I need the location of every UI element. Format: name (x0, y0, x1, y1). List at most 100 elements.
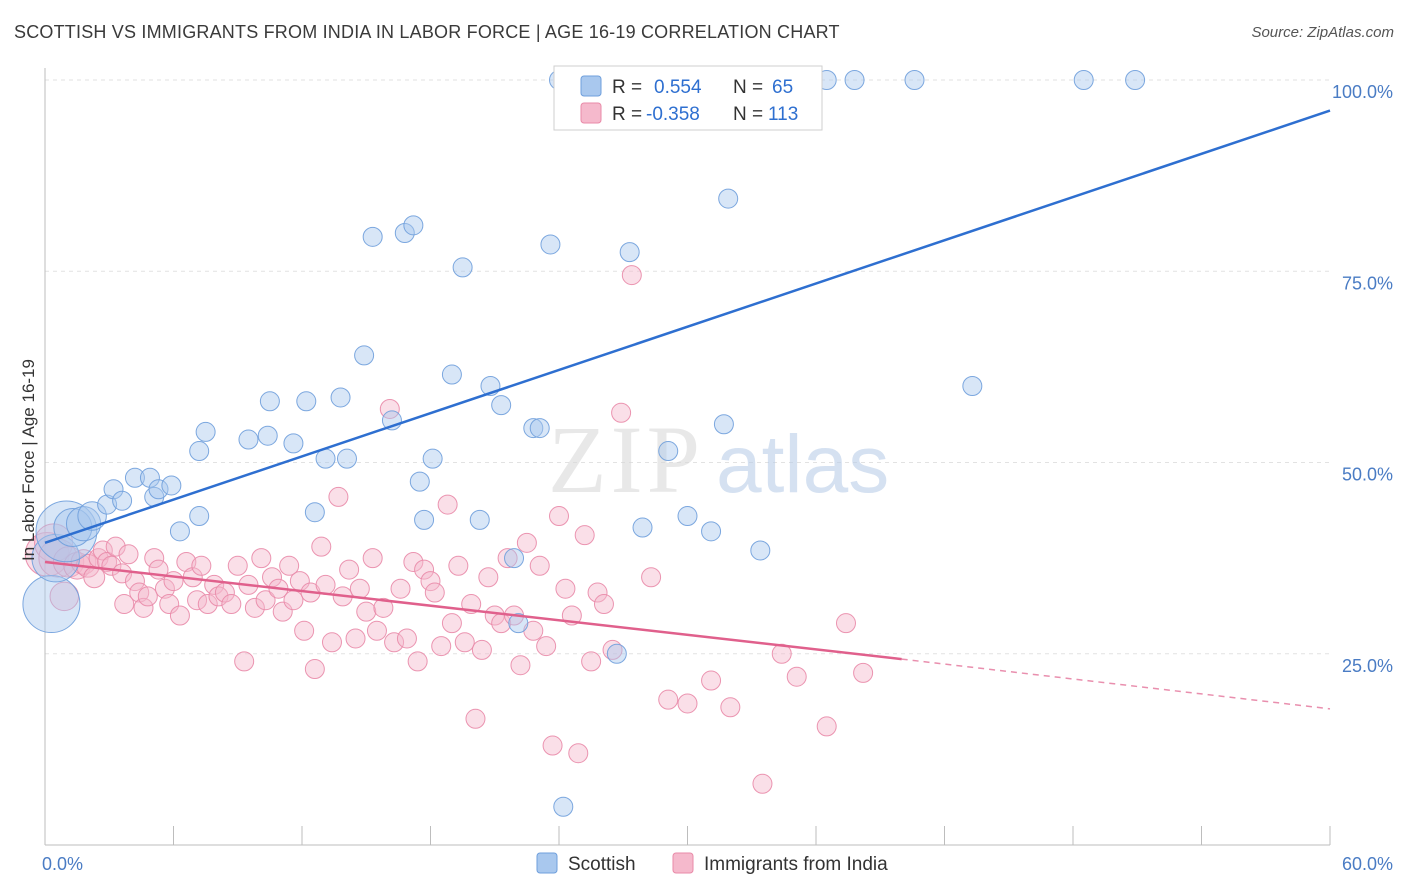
data-point-scottish (469, 509, 490, 530)
data-point-scottish (750, 540, 771, 561)
data-point-india (197, 594, 218, 615)
data-point-india (677, 693, 698, 714)
data-point-india (516, 532, 537, 553)
axes (44, 68, 1331, 846)
data-point-scottish (403, 215, 424, 236)
data-point-india (255, 590, 276, 611)
stats-r-value-1: 0.554 (654, 77, 702, 98)
data-point-india (169, 605, 190, 626)
data-point-india (471, 639, 492, 660)
data-point-india (816, 716, 837, 737)
data-point-india (105, 536, 126, 557)
data-point-india (478, 567, 499, 588)
data-point-scottish (103, 479, 124, 500)
data-point-scottish (77, 501, 107, 531)
data-point-india (176, 551, 197, 572)
data-point-india (159, 594, 180, 615)
data-point-india (536, 636, 557, 657)
data-point-scottish (259, 391, 280, 412)
stats-n-value-2: 113 (768, 104, 798, 125)
data-point-india (465, 708, 486, 729)
data-point-scottish (452, 257, 473, 278)
series-immigrants-from-india-points (24, 265, 874, 794)
data-point-india (349, 578, 370, 599)
data-point-scottish (504, 548, 525, 569)
y-tick-label: 50.0% (1342, 465, 1393, 485)
data-point-india (311, 536, 332, 557)
data-point-scottish (701, 521, 722, 542)
data-point-india (448, 555, 469, 576)
stats-r-label-1: R = (612, 77, 642, 98)
x-tick-label: 60.0% (1342, 854, 1393, 874)
data-point-india (227, 555, 248, 576)
data-point-india (658, 689, 679, 710)
data-point-scottish (508, 613, 529, 634)
tick-labels: 25.0% 50.0% 75.0% 100.0% 0.0% 60.0% (42, 82, 1393, 874)
data-point-india (234, 651, 255, 672)
data-point-india (356, 601, 377, 622)
data-point-india (118, 544, 139, 565)
x-tick-label: 0.0% (42, 854, 83, 874)
data-point-india (720, 697, 741, 718)
data-point-india (542, 735, 563, 756)
data-point-india (92, 540, 113, 561)
data-point-india (272, 601, 293, 622)
trend-lines (44, 109, 1331, 710)
data-point-india (339, 559, 360, 580)
data-point-india (853, 662, 874, 683)
data-point-scottish (677, 506, 698, 527)
legend-label-india: Immigrants from India (704, 854, 888, 875)
data-point-india (641, 567, 662, 588)
data-point-india (396, 628, 417, 649)
stats-legend: R = 0.554 N = 65 R = -0.358 N = 113 (553, 65, 823, 131)
data-point-india (621, 265, 642, 286)
data-point-scottish (97, 494, 118, 515)
data-point-scottish (713, 414, 734, 435)
data-point-india (593, 594, 614, 615)
data-point-scottish (844, 70, 865, 90)
data-point-scottish (491, 395, 512, 416)
stats-r-label-2: R = (612, 104, 642, 125)
data-point-india (187, 590, 208, 611)
data-point-scottish (189, 506, 210, 527)
data-point-india (328, 486, 349, 507)
watermark-zip: ZIP (548, 406, 704, 513)
data-point-scottish (632, 517, 653, 538)
data-point-scottish (422, 448, 443, 469)
watermark: ZIP atlas (548, 406, 889, 513)
data-point-scottish (296, 391, 317, 412)
data-point-india (414, 559, 435, 580)
data-point-scottish (124, 467, 145, 488)
data-point-india (431, 636, 452, 657)
data-point-india (283, 590, 304, 611)
data-point-scottish (718, 188, 739, 209)
data-point-india (581, 651, 602, 672)
data-point-india (611, 402, 632, 423)
legend-label-scottish: Scottish (568, 854, 636, 875)
data-point-scottish (148, 479, 169, 500)
trendline-india (44, 560, 902, 661)
data-point-india (403, 551, 424, 572)
data-point-india (568, 743, 589, 764)
data-point-scottish (606, 643, 627, 664)
data-point-scottish (962, 376, 983, 396)
data-point-scottish (238, 429, 259, 450)
data-point-india (315, 574, 336, 595)
data-point-scottish (315, 448, 336, 469)
chart-title: SCOTTISH VS IMMIGRANTS FROM INDIA IN LAB… (14, 22, 840, 42)
data-point-scottish (336, 448, 357, 469)
data-point-scottish (195, 421, 216, 442)
data-point-india (587, 582, 608, 603)
data-point-india (441, 613, 462, 634)
data-point-scottish (414, 509, 435, 530)
data-point-india (752, 773, 773, 794)
y-tick-label: 75.0% (1342, 273, 1393, 293)
stats-n-label-1: N = (733, 77, 763, 98)
data-point-scottish (523, 418, 544, 439)
data-point-india (366, 620, 387, 641)
data-point-scottish (35, 500, 98, 563)
data-point-india (137, 586, 158, 607)
data-point-scottish (354, 345, 375, 366)
data-point-scottish (161, 475, 182, 496)
